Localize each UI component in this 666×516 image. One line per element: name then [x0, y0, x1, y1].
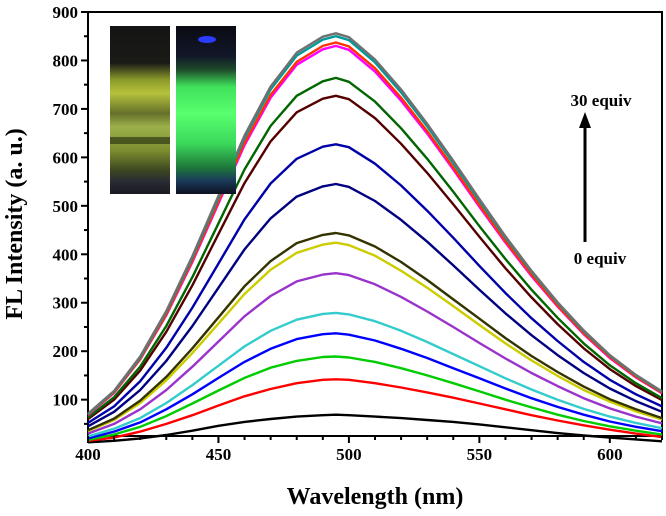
- y-tick-label: 900: [53, 3, 79, 22]
- y-tick-label: 500: [53, 197, 79, 216]
- series-line-5: [87, 311, 663, 438]
- x-tick-label: 550: [467, 445, 493, 464]
- vial-photo-before: [110, 26, 170, 194]
- series-line-1: [87, 413, 663, 444]
- series-line-8: [87, 231, 663, 432]
- series-line-2: [87, 378, 663, 442]
- series-layer: [87, 32, 663, 444]
- x-tick-label: 450: [206, 445, 232, 464]
- x-tick-label: 500: [336, 445, 362, 464]
- y-tick-label: 200: [53, 342, 79, 361]
- y-axis-title: FL Intensity (a. u.): [2, 128, 28, 319]
- series-line-16: [87, 32, 663, 415]
- x-tick-label: 600: [597, 445, 623, 464]
- y-tick-label: 600: [53, 148, 79, 167]
- series-line-4: [87, 332, 663, 440]
- series-line-6: [87, 272, 663, 435]
- y-tick-label: 800: [53, 51, 79, 70]
- y-tick-label: 400: [53, 245, 79, 264]
- x-axis-title: Wavelength (nm): [287, 484, 464, 510]
- y-tick-labels: 100 200 300 400 500 600 700 800 900: [53, 3, 79, 410]
- y-tick-label: 100: [53, 391, 79, 410]
- annotation-0-equiv: 0 equiv: [574, 249, 627, 268]
- annotation-30-equiv: 30 equiv: [571, 91, 632, 110]
- series-line-14: [87, 41, 663, 416]
- x-tick-labels: 400 450 500 550 600: [75, 445, 622, 464]
- y-tick-label: 300: [53, 294, 79, 313]
- series-line-9: [87, 182, 663, 428]
- series-line-11: [87, 94, 663, 420]
- series-line-12: [87, 76, 663, 419]
- increase-arrow-head: [579, 112, 591, 128]
- series-line-10: [87, 143, 663, 424]
- vial-photo-after: [176, 26, 236, 194]
- series-line-3: [87, 355, 663, 442]
- x-tick-label: 400: [75, 445, 101, 464]
- series-line-7: [87, 241, 663, 433]
- tick-layer: [81, 11, 663, 443]
- y-tick-label: 700: [53, 100, 79, 119]
